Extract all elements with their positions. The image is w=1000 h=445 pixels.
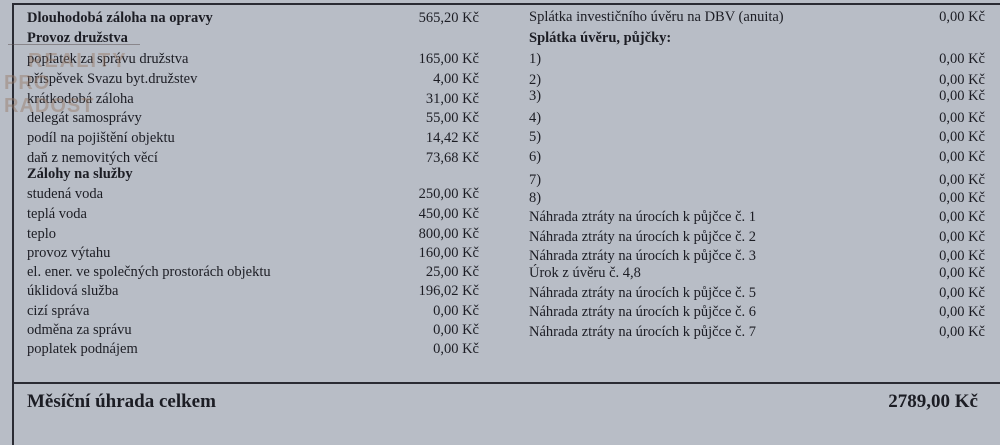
row-amount: 0,00 Kč [433, 341, 479, 357]
row-label: Provoz družstva [27, 30, 128, 46]
row-amount: 0,00 Kč [939, 9, 985, 25]
row-label: Náhrada ztráty na úrocích k půjčce č. 7 [529, 324, 757, 340]
row-label: provoz výtahu [27, 245, 111, 261]
row-label: Splátka úvěru, půjčky: [529, 30, 672, 46]
row-label: Úrok z úvěru č. 4,8 [529, 265, 641, 281]
row-amount: 0,00 Kč [939, 248, 985, 264]
row-amount: 565,20 Kč [418, 10, 479, 26]
row-amount: 0,00 Kč [939, 149, 985, 165]
row-label: Splátka investičního úvěru na DBV (anuit… [529, 9, 784, 25]
row-amount: 0,00 Kč [939, 229, 985, 245]
total-label: Měsíční úhrada celkem [27, 391, 216, 412]
row-label: Náhrada ztráty na úrocích k půjčce č. 3 [529, 248, 757, 264]
row-label: 5) [529, 129, 542, 145]
document-border [12, 3, 1000, 445]
row-label: Náhrada ztráty na úrocích k půjčce č. 6 [529, 304, 757, 320]
row-label: Náhrada ztráty na úrocích k půjčce č. 2 [529, 229, 757, 245]
row-label: daň z nemovitých věcí [27, 150, 158, 166]
row-amount: 196,02 Kč [418, 283, 479, 299]
row-amount: 55,00 Kč [425, 110, 479, 126]
row-amount: 250,00 Kč [418, 186, 479, 202]
row-label: 6) [529, 149, 542, 165]
row-amount: 0,00 Kč [939, 285, 985, 301]
row-amount: 73,68 Kč [425, 150, 479, 166]
row-amount: 450,00 Kč [418, 206, 479, 222]
row-amount: 25,00 Kč [425, 264, 479, 280]
row-label: 8) [529, 190, 542, 206]
row-amount: 0,00 Kč [433, 303, 479, 319]
row-label: odměna za správu [27, 322, 132, 338]
row-label: studená voda [27, 186, 104, 202]
row-label: Náhrada ztráty na úrocích k půjčce č. 5 [529, 285, 757, 301]
row-label: 2) [529, 72, 542, 88]
row-label: 4) [529, 110, 542, 126]
total-separator [12, 382, 1000, 384]
total-value: 2789,00 Kč [888, 391, 978, 412]
row-amount: 165,00 Kč [418, 51, 479, 67]
row-label: 7) [529, 172, 542, 188]
row-label: el. ener. ve společných prostorách objek… [27, 264, 271, 280]
row-amount: 160,00 Kč [418, 245, 479, 261]
row-amount: 0,00 Kč [939, 190, 985, 206]
row-amount: 14,42 Kč [425, 130, 479, 146]
row-amount: 0,00 Kč [939, 209, 985, 225]
row-label: úklidová služba [27, 283, 119, 299]
row-label: poplatek podnájem [27, 341, 138, 357]
row-amount: 0,00 Kč [939, 72, 985, 88]
row-label: delegát samosprávy [27, 110, 142, 126]
row-amount: 0,00 Kč [939, 110, 985, 126]
row-label: teplá voda [27, 206, 87, 222]
row-label: cizí správa [27, 303, 90, 319]
row-label: Dlouhodobá záloha na opravy [27, 10, 213, 26]
row-amount: 0,00 Kč [433, 322, 479, 338]
row-label: poplatek za správu družstva [27, 51, 189, 67]
row-amount: 0,00 Kč [939, 172, 985, 188]
row-label: 3) [529, 88, 542, 104]
row-amount: 800,00 Kč [418, 226, 479, 242]
row-amount: 0,00 Kč [939, 51, 985, 67]
row-label: příspěvek Svazu byt.družstev [27, 71, 198, 87]
row-amount: 4,00 Kč [433, 71, 479, 87]
row-label: teplo [27, 226, 56, 242]
row-label: krátkodobá záloha [27, 91, 134, 107]
row-amount: 0,00 Kč [939, 265, 985, 281]
row-amount: 31,00 Kč [425, 91, 479, 107]
row-label: Náhrada ztráty na úrocích k půjčce č. 1 [529, 209, 757, 225]
row-amount: 0,00 Kč [939, 88, 985, 104]
row-label: Zálohy na služby [27, 166, 133, 182]
row-amount: 0,00 Kč [939, 304, 985, 320]
row-label: 1) [529, 51, 542, 67]
row-amount: 0,00 Kč [939, 129, 985, 145]
row-label: podíl na pojištění objektu [27, 130, 175, 146]
row-amount: 0,00 Kč [939, 324, 985, 340]
